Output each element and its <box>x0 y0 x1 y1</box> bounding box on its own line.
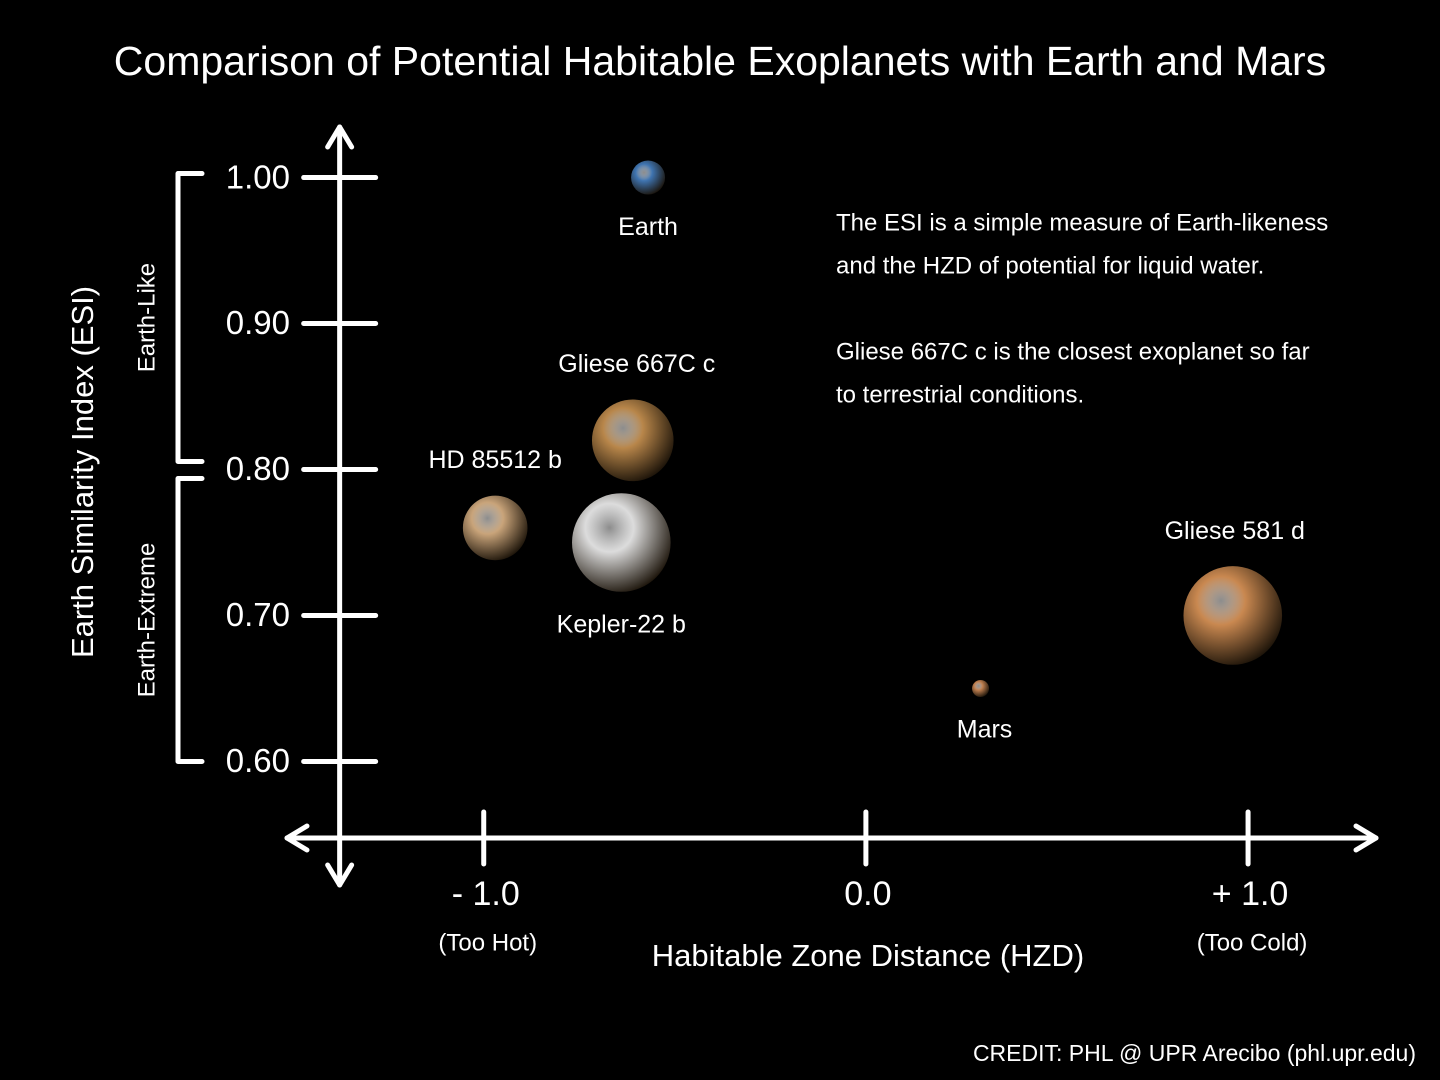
credit: CREDIT: PHL @ UPR Arecibo (phl.upr.edu) <box>973 1040 1416 1066</box>
planet-label: Mars <box>957 716 1013 744</box>
planet <box>972 679 990 697</box>
chart-title: Comparison of Potential Habitable Exopla… <box>114 38 1326 84</box>
x-tick-label: + 1.0 <box>1212 875 1289 913</box>
planet <box>572 493 671 592</box>
region-label: Earth-Like <box>133 263 160 372</box>
y-arrow <box>325 124 355 150</box>
planet <box>591 399 674 482</box>
planet-label: Gliese 667C c <box>558 350 715 378</box>
planet-label: HD 85512 b <box>428 446 561 474</box>
x-arrow <box>1353 823 1379 853</box>
planet-label: Earth <box>618 213 678 241</box>
x-tick-note: (Too Cold) <box>1197 929 1308 956</box>
x-tick-label: 0.0 <box>844 875 891 913</box>
y-tick-label: 1.00 <box>226 158 290 195</box>
planet <box>462 495 528 561</box>
x-arrow <box>284 823 310 853</box>
note: and the HZD of potential for liquid wate… <box>836 252 1264 279</box>
note: Gliese 667C c is the closest exoplanet s… <box>836 338 1310 365</box>
y-tick-label: 0.60 <box>226 742 290 779</box>
x-axis-title: Habitable Zone Distance (HZD) <box>652 938 1084 973</box>
planet <box>631 160 666 195</box>
note: to terrestrial conditions. <box>836 381 1084 408</box>
region-bracket <box>175 476 205 764</box>
x-tick-note: (Too Hot) <box>438 929 537 956</box>
planet-label: Gliese 581 d <box>1165 517 1305 545</box>
note: The ESI is a simple measure of Earth-lik… <box>836 209 1328 236</box>
y-axis-title: Earth Similarity Index (ESI) <box>65 286 100 658</box>
y-arrow <box>325 862 355 888</box>
x-tick-label: - 1.0 <box>452 875 520 913</box>
planet-label: Kepler-22 b <box>557 610 686 638</box>
region-bracket <box>175 171 205 465</box>
region-label: Earth-Extreme <box>133 543 160 698</box>
y-tick-label: 0.70 <box>226 596 290 633</box>
y-tick-label: 0.90 <box>226 304 290 341</box>
y-tick-label: 0.80 <box>226 450 290 487</box>
planet <box>1183 566 1283 665</box>
